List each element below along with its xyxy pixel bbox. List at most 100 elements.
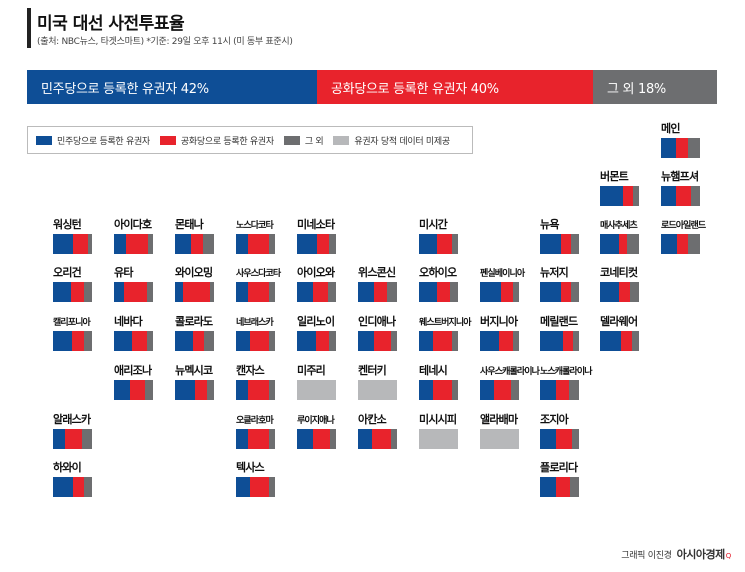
state-bar [661, 234, 700, 254]
state-name: 조지아 [540, 413, 569, 426]
state-bar-rep [555, 429, 572, 449]
state-bar-dem [236, 477, 250, 497]
state-bar [358, 282, 397, 302]
state-bar-other [391, 331, 397, 351]
state-name: 테네시 [419, 364, 448, 377]
state-bar-rep [676, 234, 689, 254]
state-name: 오하이오 [419, 266, 457, 279]
state-bar-rep [64, 429, 83, 449]
state-bar [297, 380, 336, 400]
state-name: 버몬트 [600, 170, 629, 183]
state-bar-rep [618, 282, 631, 302]
state-bar-rep [249, 331, 270, 351]
legend-item: 공화당으로 등록한 유권자 [159, 134, 274, 147]
state-bar-other [570, 477, 579, 497]
state-bar [114, 380, 153, 400]
state-bar-rep [247, 429, 270, 449]
credit-text: 그래픽 이진경 [621, 551, 672, 561]
state-bar-dem [114, 234, 126, 254]
state-name: 콜로라도 [175, 315, 213, 328]
state-bar-other [269, 331, 275, 351]
state-bar-rep [249, 477, 270, 497]
state-bar-rep [436, 282, 451, 302]
state-bar [297, 282, 336, 302]
state-bar-dem [53, 234, 73, 254]
state-bar [419, 380, 458, 400]
state-name: 인디애나 [358, 315, 396, 328]
national-bar-label: 공화당으로 등록한 유권자 40% [331, 81, 499, 97]
state-bar [175, 234, 214, 254]
state-bar-rep [191, 234, 204, 254]
state-bar-rep [493, 380, 512, 400]
national-bar-other: 그 외 18% [593, 70, 717, 104]
state-bar-nodata [419, 429, 458, 449]
state-bar-rep [432, 380, 453, 400]
state-bar-dem [53, 477, 73, 497]
state-bar-other [203, 234, 214, 254]
state-bar-rep [312, 429, 331, 449]
state-bar [236, 282, 275, 302]
state-bar-other [569, 380, 579, 400]
state-bar [540, 331, 579, 351]
state-bar [419, 429, 458, 449]
state-bar-other [329, 331, 336, 351]
state-name: 델라웨어 [600, 315, 638, 328]
state-bar [480, 282, 519, 302]
state-bar-dem [53, 331, 72, 351]
state-bar [480, 331, 519, 351]
state-bar-dem [419, 331, 433, 351]
state-bar-rep [618, 234, 627, 254]
state-bar-nodata [297, 380, 336, 400]
state-bar-dem [661, 186, 676, 206]
state-bar-other [633, 186, 639, 206]
state-bar-dem [600, 234, 619, 254]
state-bar [480, 429, 519, 449]
state-bar-other [206, 380, 214, 400]
state-bar-rep [621, 331, 633, 351]
state-bar-rep [315, 331, 330, 351]
state-name: 와이오밍 [175, 266, 213, 279]
state-bar [114, 331, 153, 351]
state-bar-dem [419, 282, 437, 302]
state-name: 애리조나 [114, 364, 152, 377]
state-name: 아칸소 [358, 413, 387, 426]
state-bar-rep [317, 234, 329, 254]
state-name: 텍사스 [236, 461, 265, 474]
state-bar-rep [70, 282, 85, 302]
state-bar-other [691, 186, 700, 206]
legend-swatch [333, 135, 350, 145]
state-bar-dem [661, 234, 677, 254]
state-bar-other [148, 234, 153, 254]
state-bar-rep [561, 282, 572, 302]
state-bar-dem [297, 282, 314, 302]
state-bar-rep [373, 331, 392, 351]
state-name: 유타 [114, 266, 133, 279]
state-bar-other [513, 331, 519, 351]
state-bar [236, 477, 275, 497]
state-name: 미주리 [297, 364, 326, 377]
state-bar-dem [600, 186, 624, 206]
state-bar-other [626, 234, 639, 254]
state-bar-dem [358, 282, 374, 302]
state-bar-dem [114, 331, 132, 351]
state-name: 알래스카 [53, 413, 91, 426]
state-bar-dem [297, 331, 316, 351]
state-bar-dem [53, 282, 71, 302]
state-name: 미시간 [419, 218, 448, 231]
state-bar [236, 429, 275, 449]
state-bar-other [630, 282, 639, 302]
state-name: 뉴저지 [540, 266, 569, 279]
state-bar-dem [540, 331, 564, 351]
state-bar-dem [600, 282, 619, 302]
state-bar [114, 282, 153, 302]
state-bar-dem [175, 234, 192, 254]
state-name: 노스캐롤라이나 [540, 367, 593, 377]
state-bar-rep [373, 282, 388, 302]
state-name: 코네티컷 [600, 266, 638, 279]
state-name: 버지니아 [480, 315, 518, 328]
state-bar-dem [236, 429, 248, 449]
state-bar-dem [236, 234, 248, 254]
state-name: 아이다호 [114, 218, 152, 231]
state-bar-dem [175, 331, 193, 351]
state-bar-rep [371, 429, 392, 449]
